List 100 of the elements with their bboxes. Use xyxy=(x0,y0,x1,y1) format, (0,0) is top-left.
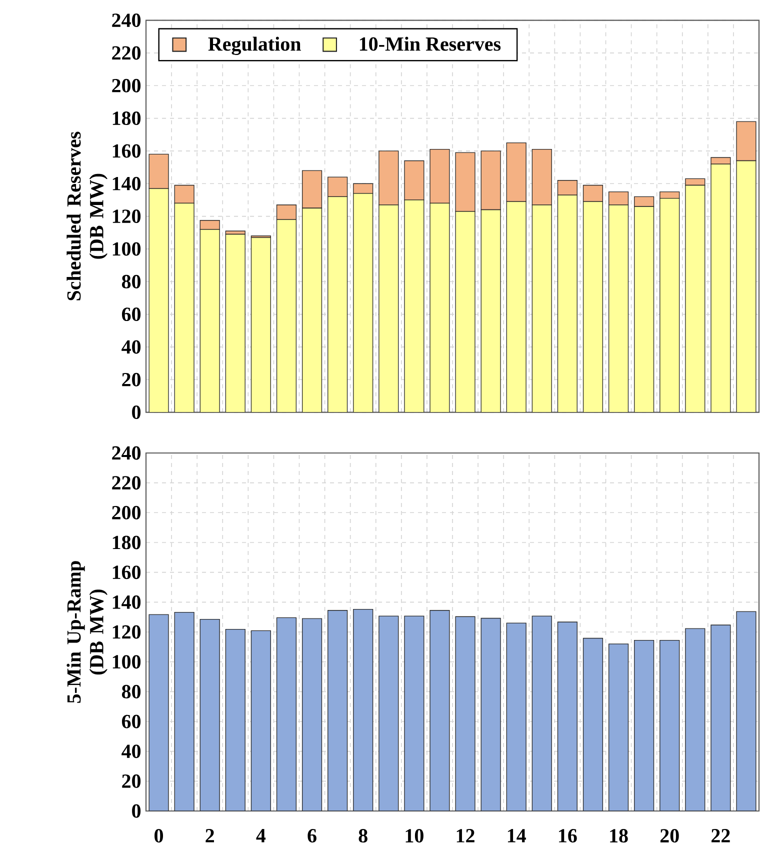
bar xyxy=(736,160,756,412)
bar xyxy=(634,196,654,207)
bar xyxy=(506,623,526,811)
bar xyxy=(430,203,450,412)
x-tick-label: 2 xyxy=(206,829,214,842)
y-tick-label: 140 xyxy=(112,176,141,190)
y-tick-label: 220 xyxy=(112,476,141,490)
y-tick-label: 20 xyxy=(122,774,141,788)
bar xyxy=(251,238,271,412)
x-tick-label: 18 xyxy=(610,829,628,843)
bar xyxy=(685,178,706,186)
bar xyxy=(378,616,398,811)
bar xyxy=(456,616,475,811)
x-tick-label: 8 xyxy=(358,829,368,843)
bar xyxy=(481,618,501,811)
bar xyxy=(710,164,730,412)
bar xyxy=(149,188,168,412)
y-tick-label: 240 xyxy=(112,14,141,28)
bar xyxy=(660,191,680,199)
bar xyxy=(558,195,578,412)
y-tick-label: 100 xyxy=(112,655,141,669)
bar xyxy=(328,610,348,811)
bar xyxy=(532,204,552,412)
y-tick-label: 120 xyxy=(112,625,141,639)
bar xyxy=(404,200,424,412)
bar xyxy=(276,204,297,220)
x-tick-label: 12 xyxy=(456,829,474,842)
bar xyxy=(226,629,246,811)
x-tick-label: 6 xyxy=(308,829,316,842)
bar xyxy=(404,616,424,811)
y-tick-label: 20 xyxy=(122,372,141,386)
bar xyxy=(226,234,246,412)
bar xyxy=(685,185,705,412)
bar xyxy=(200,229,220,412)
bar xyxy=(174,184,194,204)
y-tick-label: 0 xyxy=(132,406,141,420)
y-tick-label: 40 xyxy=(122,340,141,354)
bar xyxy=(456,211,475,412)
bar xyxy=(608,204,628,412)
bar xyxy=(302,170,322,208)
bar xyxy=(660,640,680,811)
y-tick-label: 160 xyxy=(112,566,141,580)
bar xyxy=(634,640,654,811)
bar xyxy=(583,202,603,412)
y-tick-label: 180 xyxy=(112,112,141,126)
y-axis-title: Scheduled Reserves (DB MW) xyxy=(66,132,108,300)
bar xyxy=(174,203,194,412)
bar xyxy=(506,202,526,412)
bar xyxy=(200,220,220,230)
bar xyxy=(353,183,374,194)
bar xyxy=(558,622,578,811)
bar xyxy=(276,618,296,811)
bar xyxy=(174,612,194,811)
bar xyxy=(583,638,603,811)
bar xyxy=(430,610,450,811)
x-tick-label: 4 xyxy=(256,829,266,842)
x-tick-label: 10 xyxy=(406,829,424,843)
y-tick-label: 100 xyxy=(112,242,141,256)
y-tick-label: 200 xyxy=(112,506,141,520)
bar xyxy=(685,628,705,811)
y-tick-label: 60 xyxy=(122,714,141,728)
y-tick-label: 80 xyxy=(122,274,141,288)
y-tick-label: 120 xyxy=(112,210,141,224)
y-tick-label: 180 xyxy=(112,536,141,550)
y-tick-label: 140 xyxy=(112,595,141,609)
bar xyxy=(736,611,756,811)
bar xyxy=(608,644,628,811)
bar xyxy=(582,184,604,202)
bar xyxy=(481,210,501,412)
y-tick-label: 240 xyxy=(112,446,141,460)
bar xyxy=(634,206,654,412)
y-tick-label: 160 xyxy=(112,144,141,158)
y-tick-label: 40 xyxy=(122,744,141,758)
bar xyxy=(378,204,398,412)
bar xyxy=(710,624,730,811)
x-tick-label: 22 xyxy=(712,829,730,842)
y-tick-label: 200 xyxy=(112,78,141,92)
bar xyxy=(557,180,578,196)
y-tick-label: 60 xyxy=(122,308,141,322)
bar xyxy=(149,614,168,811)
legend-label: Regulation xyxy=(208,36,301,56)
bar xyxy=(251,630,271,811)
bar xyxy=(302,618,322,811)
x-tick-label: 20 xyxy=(660,829,679,843)
x-tick-label: 16 xyxy=(559,829,577,842)
bar xyxy=(328,196,348,412)
bar xyxy=(353,193,373,412)
bar xyxy=(276,220,296,412)
bar xyxy=(608,191,629,206)
x-tick-label: 0 xyxy=(154,829,164,843)
bar xyxy=(532,616,552,811)
y-axis-title: 5-Min Up-Ramp (DB MW) xyxy=(66,561,108,703)
y-tick-label: 80 xyxy=(122,684,141,698)
x-tick-label: 14 xyxy=(508,829,526,842)
legend-label: 10-Min Reserves xyxy=(360,36,501,51)
y-tick-label: 0 xyxy=(132,804,141,818)
bar xyxy=(302,208,322,412)
bar xyxy=(353,609,373,811)
y-tick-label: 220 xyxy=(112,46,141,60)
bar xyxy=(328,176,348,198)
